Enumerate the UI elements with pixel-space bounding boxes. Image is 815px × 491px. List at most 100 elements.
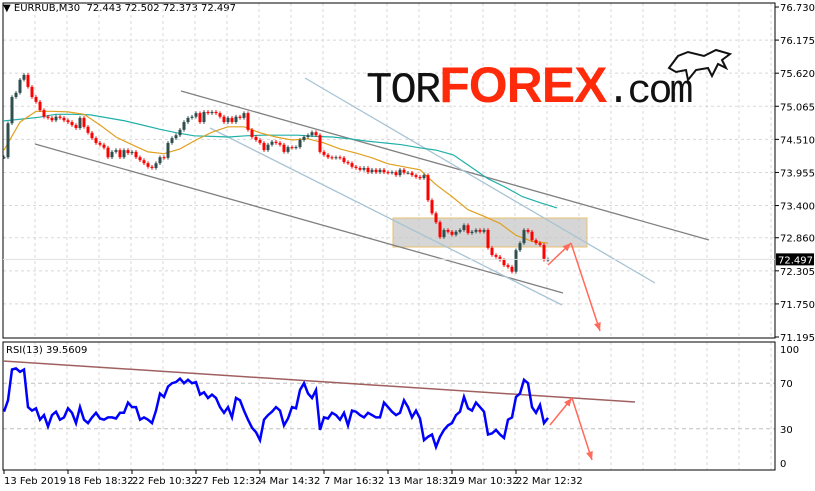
rsi-tick-label: 70 (780, 379, 793, 390)
inner-channel-upper-line (304, 77, 656, 284)
y-tick-label: 71.750 (780, 300, 815, 311)
candle (190, 116, 194, 118)
rsi-pane-border (2, 341, 776, 471)
candle (50, 117, 54, 121)
candle (82, 117, 86, 127)
bull-icon (667, 48, 733, 83)
candle (122, 150, 126, 158)
rsi-trendline (2, 360, 636, 403)
resistance-zone (392, 217, 588, 248)
candle (266, 144, 270, 151)
candle (150, 166, 154, 168)
channel-upper-line (180, 90, 710, 241)
candle (374, 169, 378, 173)
candle (110, 151, 114, 158)
forecast-arrow-down-head (594, 322, 601, 331)
ohlc-values: 72.443 72.502 72.373 72.497 (86, 3, 237, 14)
y-tick-label: 75.620 (780, 69, 815, 80)
candle (494, 255, 498, 257)
candle (398, 169, 402, 176)
x-tick-label: 22 Mar 12:32 (516, 476, 583, 487)
candle (514, 250, 518, 272)
candle (134, 151, 138, 158)
candle (70, 122, 74, 126)
candle (430, 200, 434, 214)
x-tick-label: 19 Mar 10:32 (452, 476, 519, 487)
candle (98, 142, 102, 145)
candle (46, 116, 50, 118)
candle (518, 243, 522, 251)
x-tick-label: 27 Feb 12:32 (196, 476, 262, 487)
candle (58, 116, 62, 118)
y-tick-label: 76.730 (780, 3, 815, 14)
candle (390, 172, 394, 174)
candle (478, 229, 482, 232)
candle (274, 141, 278, 143)
candle (166, 142, 170, 158)
candle (470, 231, 474, 233)
candle (526, 229, 530, 232)
x-tick-label: 18 Feb 18:32 (68, 476, 134, 487)
candle (286, 147, 290, 152)
candle (342, 157, 346, 163)
candle (106, 147, 110, 158)
candle (198, 113, 202, 123)
candle (522, 229, 526, 244)
candle (386, 172, 390, 174)
candle (2, 157, 6, 159)
candle (298, 139, 302, 148)
candle (426, 175, 430, 201)
candle (242, 113, 246, 118)
candle (482, 229, 486, 232)
candle (210, 111, 214, 114)
candle (230, 117, 234, 123)
candle (162, 157, 166, 159)
dropdown-triangle-icon[interactable]: ▼ (3, 3, 11, 14)
candle (194, 113, 198, 117)
candle (290, 147, 294, 149)
candle (330, 157, 334, 159)
candle (362, 167, 366, 170)
candle (66, 120, 70, 123)
candle (30, 86, 34, 98)
candle (154, 163, 158, 168)
x-tick-label: 22 Feb 10:32 (132, 476, 198, 487)
candle (14, 92, 18, 98)
candle (26, 74, 30, 87)
candle (306, 135, 310, 137)
rsi-forecast-arrow-down (571, 397, 593, 461)
candle (294, 147, 298, 149)
candle (402, 169, 406, 173)
candle (506, 265, 510, 267)
logo-tor: TOR (366, 66, 441, 116)
candle (538, 243, 542, 245)
candle (174, 135, 178, 139)
candle (382, 169, 386, 173)
x-tick-label: 13 Feb 2019 (4, 476, 66, 487)
y-tick-label: 72.860 (780, 234, 815, 245)
candle (54, 116, 58, 121)
candle (262, 142, 266, 151)
candle (130, 151, 134, 154)
candle (138, 157, 142, 161)
ma-fast-line (3, 110, 549, 244)
candle (178, 129, 182, 136)
candle (78, 117, 82, 129)
candle (258, 139, 262, 143)
inner-channel-lower-line (209, 127, 563, 306)
candle (510, 266, 514, 272)
candle (246, 113, 250, 130)
logo-forex: FOREX (439, 57, 607, 113)
candle (418, 176, 422, 179)
candle (378, 169, 382, 173)
candle (182, 122, 186, 130)
candle (186, 117, 190, 123)
candle (270, 141, 274, 145)
candle (22, 74, 26, 80)
candle (370, 169, 374, 173)
candle (366, 167, 370, 173)
candle (74, 125, 78, 129)
rsi-tick-label: 30 (780, 425, 793, 436)
candle (218, 113, 222, 117)
